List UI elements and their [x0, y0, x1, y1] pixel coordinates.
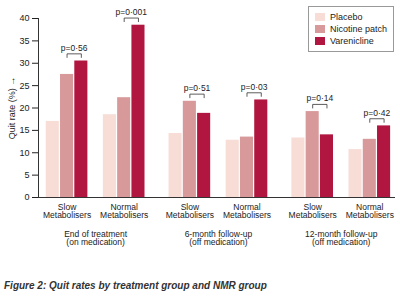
svg-text:20: 20 — [19, 103, 29, 113]
svg-text:NormalMetabolisers: NormalMetabolisers — [223, 202, 271, 221]
html-text:Varenicline: Varenicline — [330, 36, 374, 46]
svg-text:25: 25 — [19, 81, 29, 91]
svg-text:15: 15 — [19, 125, 29, 135]
svg-text:0: 0 — [24, 192, 29, 202]
svg-text:35: 35 — [19, 36, 29, 46]
svg-text:p=0·56: p=0·56 — [61, 43, 88, 53]
svg-text:5: 5 — [24, 170, 29, 180]
svg-text:40: 40 — [19, 13, 29, 23]
svg-text:End of treatment(on medication: End of treatment(on medication) — [64, 229, 127, 248]
svg-text:6-month follow-up(off medicati: 6-month follow-up(off medication) — [185, 229, 253, 248]
svg-text:SlowMetabolisers: SlowMetabolisers — [43, 202, 91, 221]
svg-text:SlowMetabolisers: SlowMetabolisers — [289, 202, 337, 221]
svg-text:p=0·001: p=0·001 — [116, 7, 148, 17]
svg-text:12-month follow-up(off medicat: 12-month follow-up(off medication) — [305, 229, 378, 248]
svg-text:Quit rate (%) →: Quit rate (%) → — [7, 77, 17, 140]
svg-text:SlowMetabolisers: SlowMetabolisers — [166, 202, 214, 221]
svg-text:30: 30 — [19, 58, 29, 68]
html-text:Placebo: Placebo — [330, 12, 363, 22]
html-text:Nicotine patch: Nicotine patch — [330, 24, 387, 34]
svg-text:p=0·14: p=0·14 — [306, 93, 333, 103]
svg-text:10: 10 — [19, 148, 29, 158]
svg-text:p=0·51: p=0·51 — [184, 83, 211, 93]
svg-text:p=0·42: p=0·42 — [364, 108, 391, 118]
svg-text:NormalMetabolisers: NormalMetabolisers — [346, 202, 394, 221]
html-text:Figure 2: Quit rates by treatm: Figure 2: Quit rates by treatment group … — [4, 280, 267, 291]
svg-text:p=0·03: p=0·03 — [241, 82, 268, 92]
svg-text:NormalMetabolisers: NormalMetabolisers — [100, 202, 148, 221]
